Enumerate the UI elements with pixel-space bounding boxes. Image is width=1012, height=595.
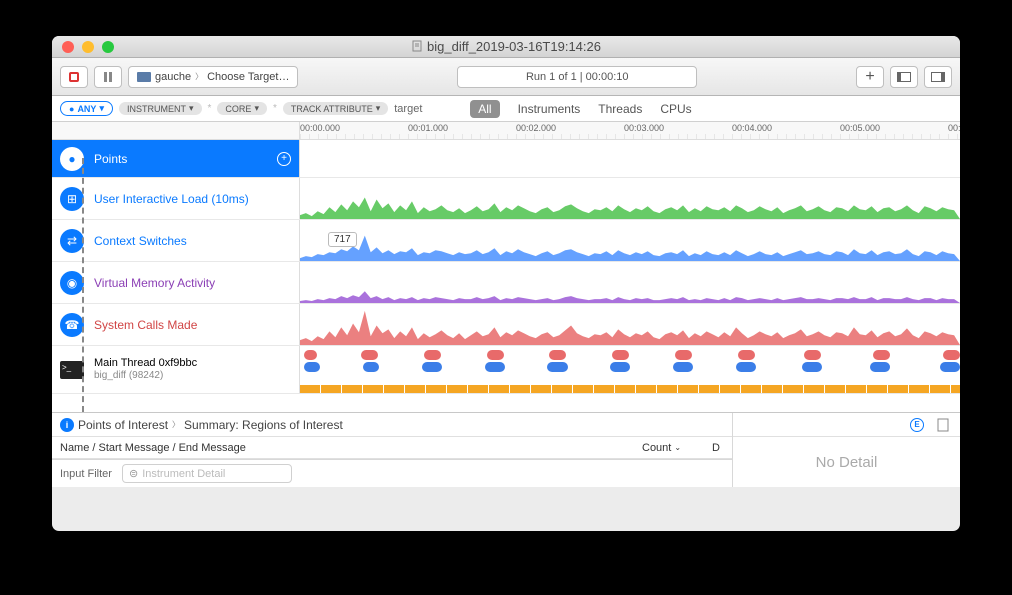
thread-activity-blob (675, 350, 692, 360)
tab-threads[interactable]: Threads (598, 102, 642, 116)
thread-activity-blob (802, 362, 822, 372)
device-icon (137, 72, 151, 82)
track-points[interactable]: ● Points + (52, 140, 960, 178)
thread-activity-blob (870, 362, 890, 372)
ruler-tick: 00:02.000 (516, 123, 556, 133)
extended-detail-icon[interactable]: E (910, 418, 924, 432)
filter-bar: ● ANY ▾ INSTRUMENT ▾ * CORE ▾ * TRACK AT… (52, 96, 960, 122)
ctx-icon: ⇄ (60, 229, 84, 253)
ruler-tick: 00:04.000 (732, 123, 772, 133)
track-system-calls[interactable]: ☎ System Calls Made (52, 304, 960, 346)
thread-activity-blob (304, 350, 317, 360)
uil-icon: ⊞ (60, 187, 84, 211)
info-icon: i (60, 418, 74, 432)
add-button[interactable]: + (856, 66, 884, 88)
run-info[interactable]: Run 1 of 1 | 00:00:10 (457, 66, 697, 88)
thread-activity-blob (485, 362, 505, 372)
sys-icon: ☎ (60, 313, 84, 337)
instrument-detail-input[interactable]: ⊜ Instrument Detail (122, 464, 292, 483)
time-ruler[interactable]: 00:00.000 00:01.000 00:02.000 00:03.000 00:0… (52, 122, 960, 140)
thread-activity-blob (361, 350, 378, 360)
pause-button[interactable] (94, 66, 122, 88)
thread-activity-blob (873, 350, 890, 360)
thread-activity-blob (304, 362, 320, 372)
thread-activity-blob (424, 350, 441, 360)
titlebar[interactable]: big_diff_2019-03-16T19:14:26 (52, 36, 960, 58)
track-main-thread[interactable]: Main Thread 0xf9bbc big_diff (98242) (52, 346, 960, 394)
thread-activity-blob (804, 350, 821, 360)
track-label: Virtual Memory Activity (94, 276, 215, 290)
value-tooltip: 717 (328, 232, 357, 247)
ruler-tick: 00:06 (948, 123, 960, 133)
record-button[interactable] (60, 66, 88, 88)
document-detail-icon[interactable] (936, 418, 950, 432)
thread-activity-blob (487, 350, 504, 360)
track-user-interactive-load[interactable]: ⊞ User Interactive Load (10ms) (52, 178, 960, 220)
chevron-right-icon: 〉 (195, 71, 203, 82)
ruler-tick: 00:05.000 (840, 123, 880, 133)
track-list: ● Points + ⊞ User Interactive Load (10ms… (52, 140, 960, 412)
detail-right-header: E (733, 413, 960, 437)
thread-activity-blob (549, 350, 566, 360)
thread-activity-blob (738, 350, 755, 360)
track-virtual-memory[interactable]: ◉ Virtual Memory Activity (52, 262, 960, 304)
thread-activity-blob (940, 362, 960, 372)
thread-activity-blob (363, 362, 379, 372)
thread-activity-blob (943, 350, 960, 360)
ruler-tick: 00:01.000 (408, 123, 448, 133)
filter-text-input[interactable] (394, 103, 454, 115)
input-filter-label: Input Filter (60, 468, 112, 480)
target-selector[interactable]: gauche 〉 Choose Target… (128, 66, 298, 88)
track-label: User Interactive Load (10ms) (94, 192, 249, 206)
filter-icon: ⊜ (129, 467, 138, 480)
thread-process: big_diff (98242) (94, 370, 197, 382)
filter-any-pill[interactable]: ● ANY ▾ (60, 101, 113, 116)
no-detail-label: No Detail (733, 437, 960, 487)
track-label: Points (94, 152, 127, 166)
cpu-strip (300, 385, 960, 393)
thread-activity-blob (547, 362, 567, 372)
column-headers[interactable]: Name / Start Message / End Message Count… (52, 437, 732, 459)
toolbar: gauche 〉 Choose Target… Run 1 of 1 | 00:… (52, 58, 960, 96)
track-label: System Calls Made (94, 318, 197, 332)
tab-cpus[interactable]: CPUs (660, 102, 691, 116)
thread-activity-blob (736, 362, 756, 372)
tab-instruments[interactable]: Instruments (518, 102, 581, 116)
detail-breadcrumb[interactable]: i Points of Interest 〉 Summary: Regions … (52, 413, 732, 437)
thread-name: Main Thread 0xf9bbc (94, 357, 197, 370)
vma-icon: ◉ (60, 271, 84, 295)
thread-activity-blob (673, 362, 693, 372)
col-count[interactable]: Count (642, 442, 671, 454)
view-right-panel-button[interactable] (924, 66, 952, 88)
window-title: big_diff_2019-03-16T19:14:26 (52, 39, 960, 54)
thread-activity-blob (422, 362, 442, 372)
tab-all[interactable]: All (470, 100, 499, 118)
filter-instrument-pill[interactable]: INSTRUMENT ▾ (119, 102, 202, 115)
add-track-icon[interactable]: + (277, 152, 291, 166)
terminal-icon (60, 361, 84, 379)
timeline-area: 00:00.000 00:01.000 00:02.000 00:03.000 00:0… (52, 122, 960, 412)
thread-activity-blob (612, 350, 629, 360)
ruler-tick: 00:03.000 (624, 123, 664, 133)
thread-activity-blob (610, 362, 630, 372)
view-left-panel-button[interactable] (890, 66, 918, 88)
detail-area: i Points of Interest 〉 Summary: Regions … (52, 412, 960, 487)
track-label: Context Switches (94, 234, 187, 248)
detail-footer: Input Filter ⊜ Instrument Detail (52, 459, 732, 487)
track-context-switches[interactable]: ⇄ Context Switches 717 (52, 220, 960, 262)
filter-core-pill[interactable]: CORE ▾ (217, 102, 267, 115)
col-name[interactable]: Name / Start Message / End Message (52, 442, 642, 454)
instruments-window: big_diff_2019-03-16T19:14:26 gauche 〉 Ch… (52, 36, 960, 531)
ruler-tick: 00:00.000 (300, 123, 340, 133)
filter-trackattr-pill[interactable]: TRACK ATTRIBUTE ▾ (283, 102, 388, 115)
points-icon: ● (60, 147, 84, 171)
document-icon (411, 40, 423, 52)
